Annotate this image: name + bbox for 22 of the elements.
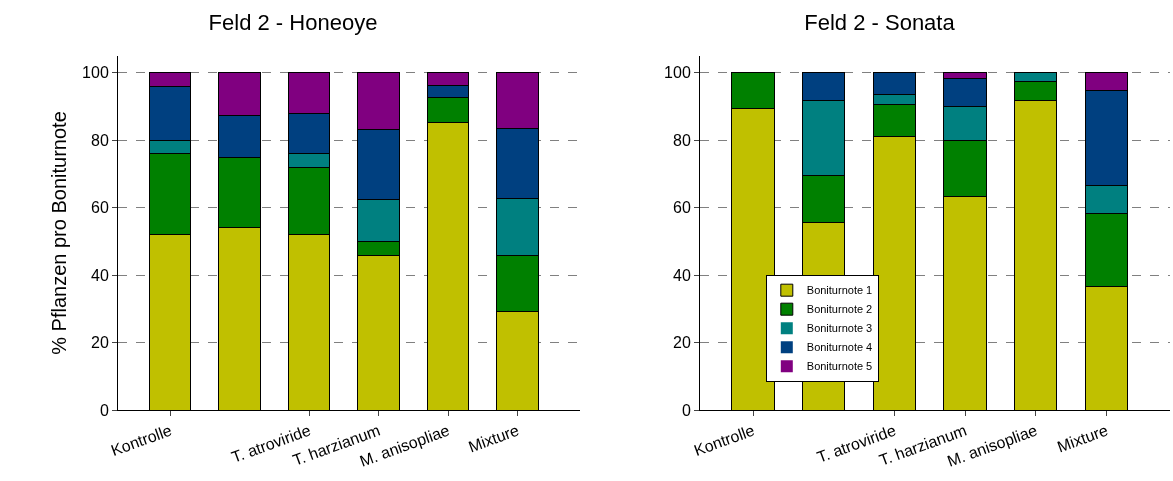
- y-tick-label: 100: [664, 64, 691, 82]
- y-tick-label: 80: [91, 131, 109, 149]
- chart-title: Feld 2 - Honeoye: [208, 9, 378, 35]
- x-tick-label: Mixture: [1055, 421, 1111, 456]
- y-tick-label: 80: [673, 131, 691, 149]
- y-tick-label: 40: [91, 266, 109, 284]
- legend-label: Boniturnote 1: [806, 284, 873, 297]
- y-tick-label: 20: [91, 334, 109, 352]
- y-tick-label: 40: [673, 266, 691, 284]
- chart-title: Feld 2 - Sonata: [804, 9, 956, 35]
- x-tick-label: Mixture: [466, 421, 522, 456]
- y-tick-label: 20: [673, 334, 691, 352]
- y-tick-label: 60: [91, 199, 109, 217]
- y-tick-label: 100: [82, 64, 109, 82]
- legend-label: Boniturnote 5: [806, 360, 873, 373]
- legend-label: Boniturnote 4: [806, 341, 873, 354]
- legend-label: Boniturnote 3: [806, 322, 873, 335]
- y-tick-label: 0: [681, 401, 691, 419]
- y-axis-title: % Pflanzen pro Boniturnote: [47, 111, 70, 355]
- y-tick-label: 60: [673, 199, 691, 217]
- legend-label: Boniturnote 2: [806, 303, 873, 316]
- y-tick-label: 0: [99, 401, 109, 419]
